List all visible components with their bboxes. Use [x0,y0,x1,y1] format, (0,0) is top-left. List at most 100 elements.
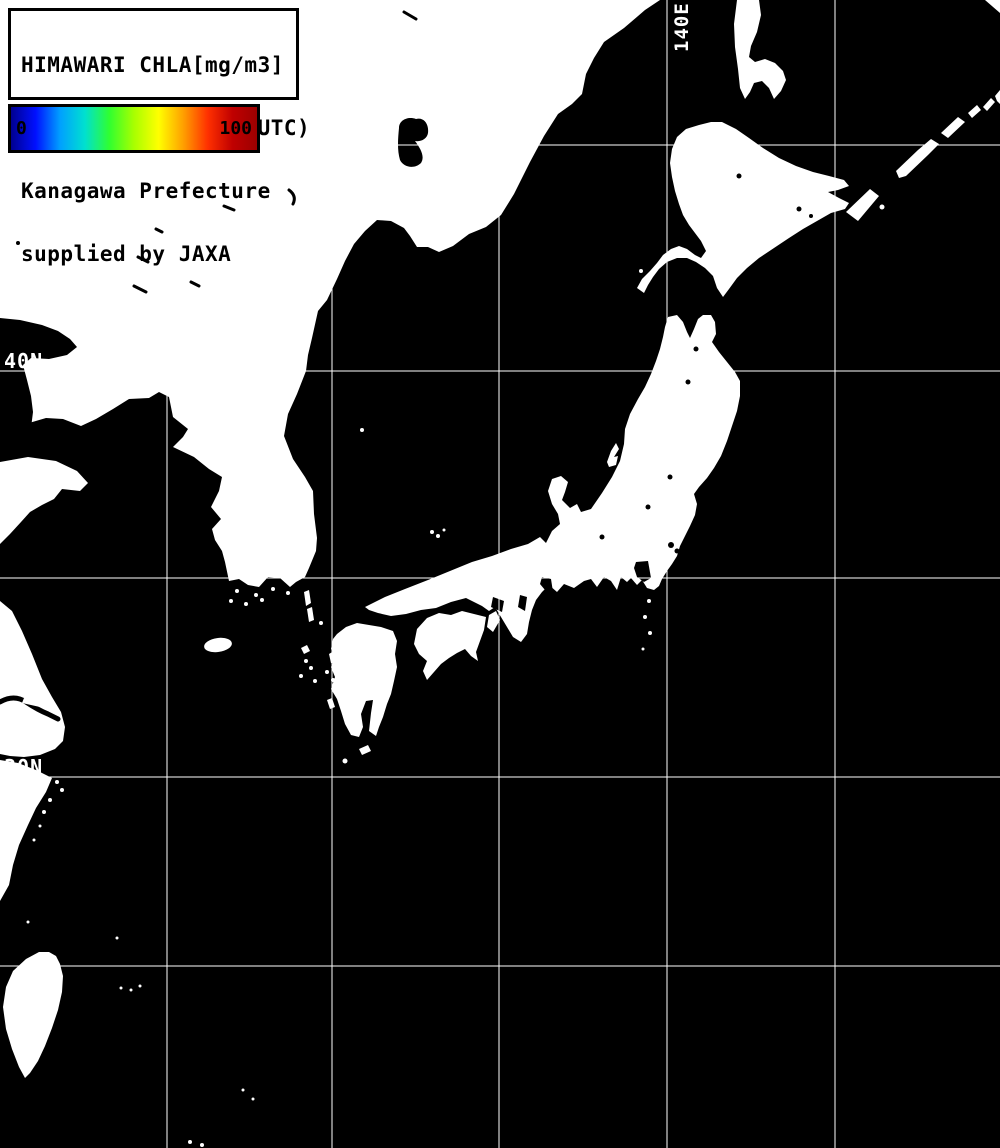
island-goto [309,666,313,670]
island-iturup [896,139,939,178]
island-iki [319,621,323,625]
island-oki [436,534,440,538]
island-ulleung [360,428,364,432]
river [402,10,418,21]
ise-bay [540,577,553,592]
info-line-credit: supplied by JAXA [21,242,232,266]
lake [736,173,742,179]
kuril-islet [983,98,995,111]
island-goto [313,679,317,683]
lake-biwa [518,595,527,611]
islet [254,593,258,597]
lake [809,214,813,218]
land-taiwan-ryukyu [3,920,255,1147]
colorbar-max-label: 100 [219,118,252,139]
land-jiangsu [0,601,65,757]
land-hokkaido [637,122,849,297]
land-korea-islands [204,587,323,653]
lake-khanka [398,118,429,167]
island-goto [301,645,310,654]
lake [685,379,691,385]
islet [251,1097,255,1101]
land-taiwan [3,952,63,1078]
land-shikoku [414,611,486,680]
island-jeju [204,637,232,653]
parallel-label-30n: 30N [4,755,44,779]
parallel-label-40n: 40N [4,349,44,373]
island-shikotan [879,204,885,210]
islet [60,788,64,792]
colorbar-gradient: 0 100 [8,104,260,153]
lake [599,534,605,540]
islet [241,1088,245,1092]
island-awaji [487,611,500,632]
land-shandong [0,457,88,544]
islet [260,598,264,602]
islet [42,810,46,814]
island-tanegashima [359,745,371,755]
islet [235,589,239,593]
lake-kasumigaura [668,542,674,548]
river [154,227,164,234]
river [189,280,201,288]
izu-island [641,647,645,651]
island-oki [430,530,434,534]
islet [188,1140,192,1144]
island-sado [607,443,619,467]
islet [325,670,329,674]
colorbar-min-label: 0 [16,118,27,139]
lake-kasumigaura [674,548,680,554]
kuril-islet [968,105,981,118]
info-line-product: HIMAWARI CHLA[mg/m3] [21,53,284,77]
islet [286,591,290,595]
island-kunashir [846,189,879,221]
islet [119,986,123,990]
island-koshiki [327,698,335,709]
river [287,188,296,206]
island-chongming [22,698,42,707]
island-rishiri [700,127,706,133]
osaka-bay [491,597,504,612]
land-corner-kamchatka [985,0,1000,13]
island-okushiri [639,269,643,273]
lake [667,474,673,480]
river [136,255,150,264]
island-tsushima [307,607,314,622]
island-yakushima [342,758,348,764]
islet [229,599,233,603]
land-sakhalin-kurils [734,0,1000,221]
islet [200,1143,204,1147]
korea-bay-water [0,318,77,430]
island-rebun [709,135,713,139]
izu-island [647,599,651,603]
island-goto [304,659,308,663]
river [132,284,148,294]
lake [693,346,699,352]
islet [271,587,275,591]
land-kyushu [331,623,397,737]
info-box: HIMAWARI CHLA[mg/m3] 2025/12/19 09:00 (U… [8,8,310,265]
river [222,204,236,212]
islet [115,936,119,940]
lake [796,206,802,212]
land-zhejiang [0,760,52,901]
lake [645,504,651,510]
islet [38,824,42,828]
island-tsushima [304,590,311,606]
lake [16,241,20,245]
inland-water [0,118,813,612]
land-honshu [365,315,740,642]
land-sakhalin [734,0,786,99]
islet [32,838,36,842]
island-urup [941,117,965,138]
islet [26,920,30,924]
land-top [22,698,42,707]
islet [48,798,52,802]
islet [55,780,59,784]
islet [244,602,248,606]
island-oki [442,528,446,532]
islet [129,988,133,992]
izu-island [643,615,647,619]
